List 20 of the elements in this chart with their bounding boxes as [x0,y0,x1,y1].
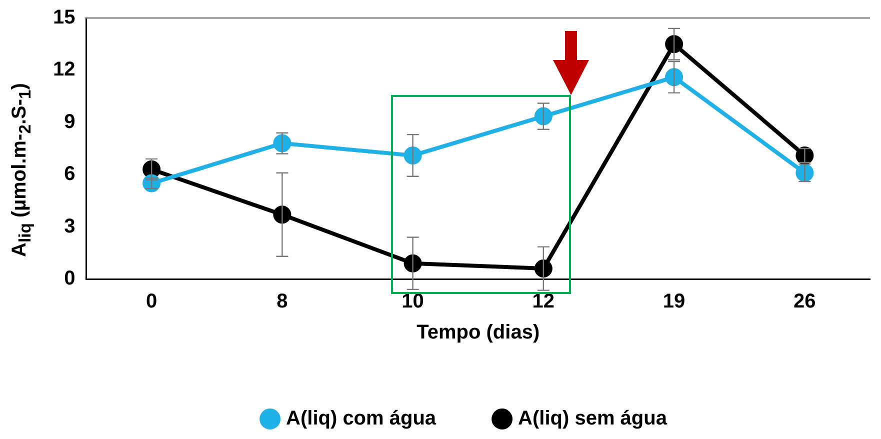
x-tick-label: 12 [532,290,555,313]
y-tick-label: 12 [52,58,76,81]
x-tick-label: 0 [146,290,158,313]
point [665,35,684,54]
y-tick-label: 15 [52,6,76,29]
point [665,68,684,86]
y-tick-label: 0 [64,268,76,290]
x-tick-label: 8 [276,290,288,313]
point [534,107,552,126]
y-tick-label: 3 [64,215,76,238]
y-tick-label: 6 [64,163,76,186]
x-tick-label: 19 [662,290,686,313]
legend-label: A(liq) com água [286,408,437,430]
x-tick-label: 10 [402,290,424,313]
y-tick-label: 9 [64,110,76,133]
x-tick-label: 26 [794,290,816,313]
point [534,260,552,278]
point [142,174,161,192]
legend-label: A(liq) sem água [518,408,668,430]
x-axis-title: Tempo (dias) [416,322,540,344]
